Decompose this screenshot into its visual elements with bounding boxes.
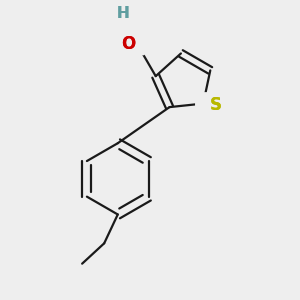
Text: O: O bbox=[121, 35, 135, 53]
Text: H: H bbox=[117, 6, 130, 21]
Text: S: S bbox=[209, 96, 221, 114]
Text: O: O bbox=[121, 35, 135, 53]
Text: S: S bbox=[209, 96, 221, 114]
Text: H: H bbox=[117, 6, 130, 21]
